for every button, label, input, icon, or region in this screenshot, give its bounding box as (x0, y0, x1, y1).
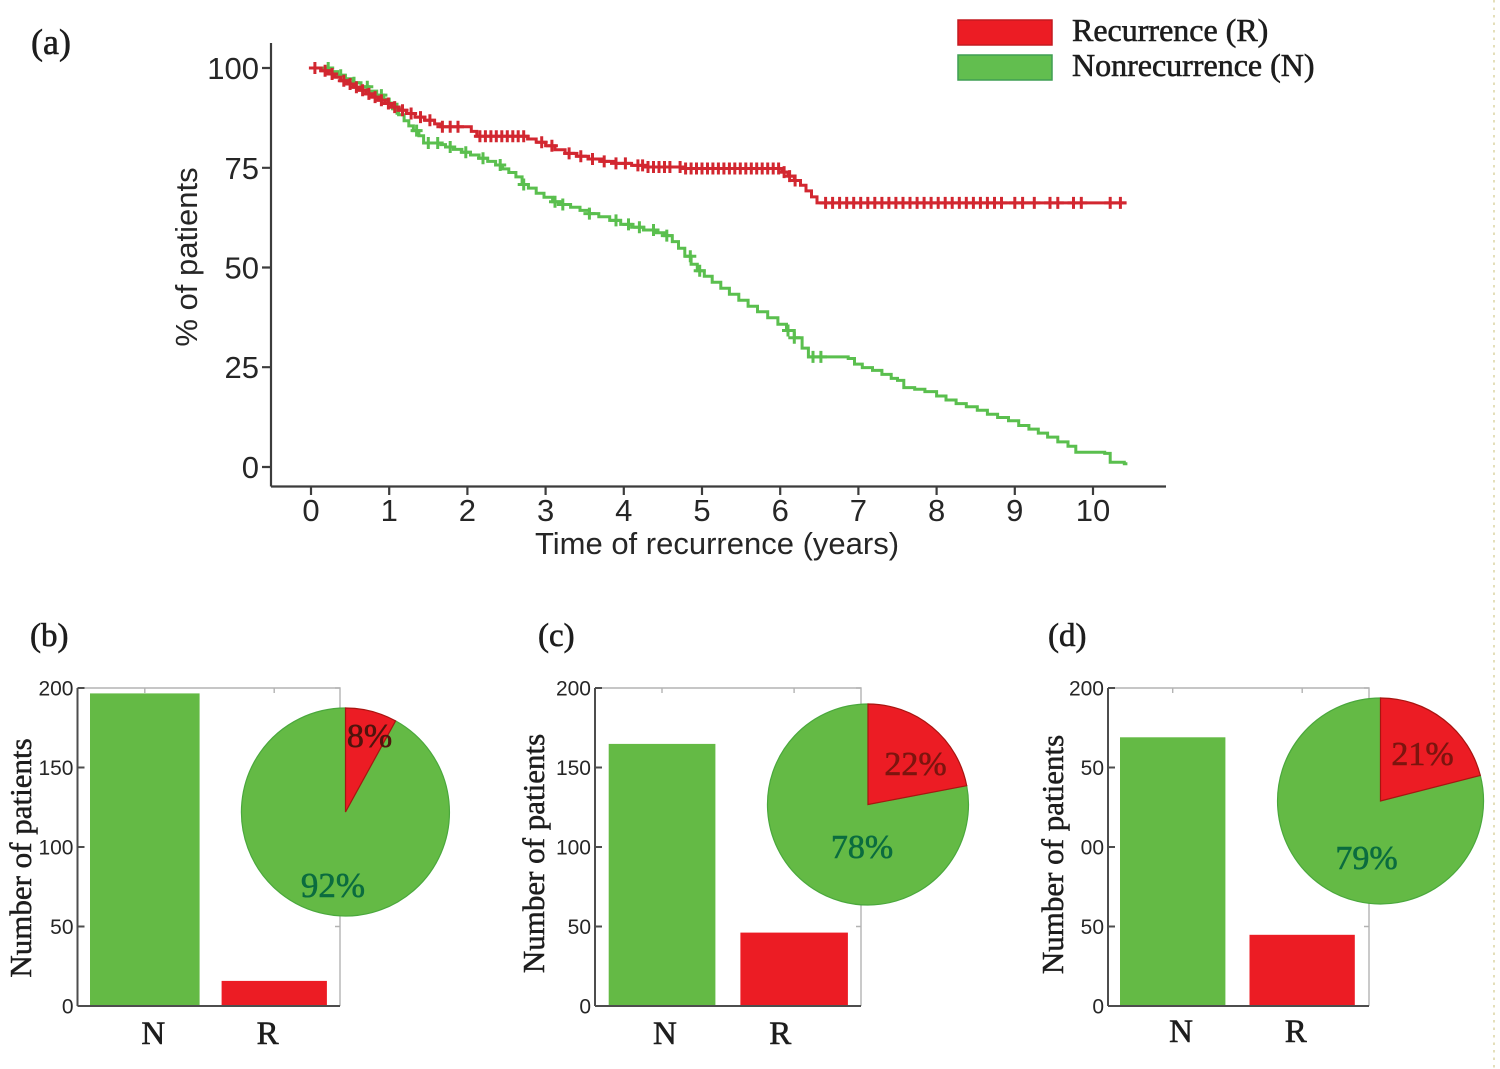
svg-text:0: 0 (242, 450, 259, 485)
svg-text:5: 5 (693, 493, 710, 528)
svg-text:6: 6 (772, 493, 789, 528)
svg-text:22%: 22% (884, 746, 946, 783)
svg-text:1: 1 (381, 493, 398, 528)
svg-text:8: 8 (928, 493, 945, 528)
svg-text:200: 200 (38, 678, 73, 701)
svg-text:92%: 92% (301, 866, 365, 905)
svg-text:10: 10 (1076, 493, 1110, 528)
svg-text:9: 9 (1006, 493, 1023, 528)
svg-text:Number of patients: Number of patients (516, 734, 551, 973)
svg-text:Number of patients: Number of patients (1035, 735, 1070, 974)
svg-text:200: 200 (1069, 678, 1104, 701)
svg-text:50: 50 (225, 251, 259, 286)
svg-text:75: 75 (225, 151, 259, 186)
svg-text:150: 150 (38, 757, 73, 780)
svg-text:0: 0 (1092, 996, 1104, 1019)
svg-text:4: 4 (615, 493, 632, 528)
svg-text:(b): (b) (30, 618, 68, 654)
svg-text:25: 25 (225, 350, 259, 385)
svg-text:100: 100 (207, 51, 259, 86)
svg-text:78%: 78% (831, 829, 893, 866)
svg-text:(c): (c) (538, 618, 575, 654)
svg-text:0: 0 (62, 996, 74, 1019)
svg-text:79%: 79% (1335, 840, 1397, 877)
svg-text:8%: 8% (347, 718, 392, 755)
svg-text:R: R (769, 1016, 791, 1052)
svg-text:0: 0 (579, 996, 591, 1019)
svg-text:Number of patients: Number of patients (3, 738, 38, 977)
svg-text:2: 2 (459, 493, 476, 528)
svg-text:7: 7 (850, 493, 867, 528)
svg-text:R: R (1285, 1014, 1307, 1050)
svg-text:50: 50 (1081, 916, 1104, 939)
svg-text:R: R (257, 1016, 279, 1052)
svg-text:3: 3 (537, 493, 554, 528)
svg-text:100: 100 (556, 837, 591, 860)
svg-text:50: 50 (1081, 757, 1104, 780)
svg-text:(a): (a) (31, 22, 71, 62)
svg-text:(d): (d) (1048, 618, 1086, 654)
svg-text:Time of recurrence (years): Time of recurrence (years) (535, 526, 899, 561)
svg-text:N: N (1169, 1014, 1193, 1050)
svg-text:Recurrence (R): Recurrence (R) (1072, 12, 1268, 48)
svg-text:% of patients: % of patients (169, 167, 204, 346)
svg-text:21%: 21% (1391, 736, 1453, 773)
svg-text:Nonrecurrence (N): Nonrecurrence (N) (1072, 47, 1315, 83)
svg-text:50: 50 (50, 916, 73, 939)
svg-text:50: 50 (568, 916, 591, 939)
svg-text:100: 100 (38, 837, 73, 860)
svg-text:N: N (653, 1016, 677, 1052)
svg-text:150: 150 (556, 757, 591, 780)
svg-text:200: 200 (556, 678, 591, 701)
svg-text:N: N (141, 1016, 165, 1052)
svg-text:00: 00 (1081, 837, 1104, 860)
svg-text:0: 0 (302, 493, 319, 528)
